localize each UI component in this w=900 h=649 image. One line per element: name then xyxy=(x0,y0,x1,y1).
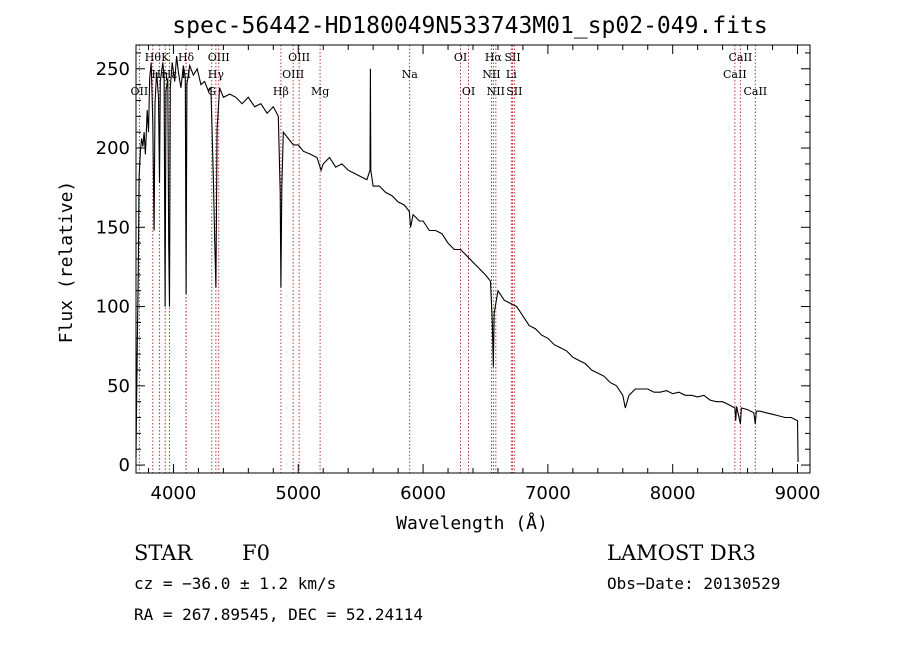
x-axis-ticks: 4000 5000 6000 7000 8000 9000 xyxy=(147,45,821,504)
redshift-velocity: cz = −36.0 ± 1.2 km/s xyxy=(134,574,336,593)
line-marker-label: Na xyxy=(402,68,419,81)
x-tick-label: 9000 xyxy=(775,483,821,504)
line-marker-label: OIII xyxy=(208,51,230,64)
x-axis-label: Wavelength (Å) xyxy=(396,512,548,534)
x-tick-label: 8000 xyxy=(650,483,696,504)
observation-date: Obs−Date: 20130529 xyxy=(607,574,780,593)
y-tick-label: 100 xyxy=(96,297,130,318)
line-marker-label: Li xyxy=(506,68,517,81)
chart-title: spec-56442-HD180049N533743M01_sp02-049.f… xyxy=(172,13,767,39)
line-marker-label: Hγ xyxy=(208,68,225,81)
line-marker-label: OI xyxy=(454,51,467,64)
line-marker-label: Hβ xyxy=(273,85,289,98)
object-subclass: F0 xyxy=(242,541,270,565)
line-marker-label: CaII xyxy=(729,51,753,64)
line-marker-label: OIII xyxy=(282,68,304,81)
sky-coordinates: RA = 267.89545, DEC = 52.24114 xyxy=(134,605,423,624)
spectral-line-labels: OIIHθHηKHεHδHGHγOIIIHβOIIIOIIIMgNaOIOINI… xyxy=(131,51,768,98)
line-marker-label: CaII xyxy=(723,68,747,81)
x-tick-label: 6000 xyxy=(400,483,446,504)
y-tick-label: 50 xyxy=(107,376,130,397)
spectrum-line xyxy=(135,56,799,462)
line-marker-label: OII xyxy=(131,85,149,98)
line-marker-label: H xyxy=(181,68,191,81)
x-tick-label: 7000 xyxy=(525,483,571,504)
line-marker-label: Mg xyxy=(311,85,329,98)
object-class: STAR xyxy=(134,541,193,565)
line-marker-label: G xyxy=(207,85,216,98)
line-marker-label: Hδ xyxy=(178,51,195,64)
line-marker-label: Hθ xyxy=(145,51,162,64)
x-tick-label: 4000 xyxy=(151,483,197,504)
x-tick-label: 5000 xyxy=(275,483,321,504)
survey-name: LAMOST DR3 xyxy=(607,541,756,565)
y-tick-label: 150 xyxy=(96,217,130,238)
spectral-line-markers xyxy=(138,45,756,473)
line-marker-label: K xyxy=(161,51,170,64)
line-marker-label: OIII xyxy=(288,51,310,64)
line-marker-label: CaII xyxy=(743,85,767,98)
y-tick-label: 200 xyxy=(96,138,130,159)
plot-frame xyxy=(135,44,811,474)
y-tick-label: 250 xyxy=(96,59,130,80)
y-axis-label: Flux (relative) xyxy=(56,181,77,344)
line-marker-label: SII xyxy=(506,85,522,98)
line-marker-label: SII xyxy=(504,51,520,64)
y-tick-label: 0 xyxy=(119,455,130,476)
y-axis-ticks: 0 50 100 150 200 250 xyxy=(96,52,810,476)
line-marker-label: Hα xyxy=(485,51,503,64)
line-marker-label: OI xyxy=(462,85,475,98)
line-marker-label: NII xyxy=(487,85,505,98)
line-marker-label: NII xyxy=(482,68,500,81)
